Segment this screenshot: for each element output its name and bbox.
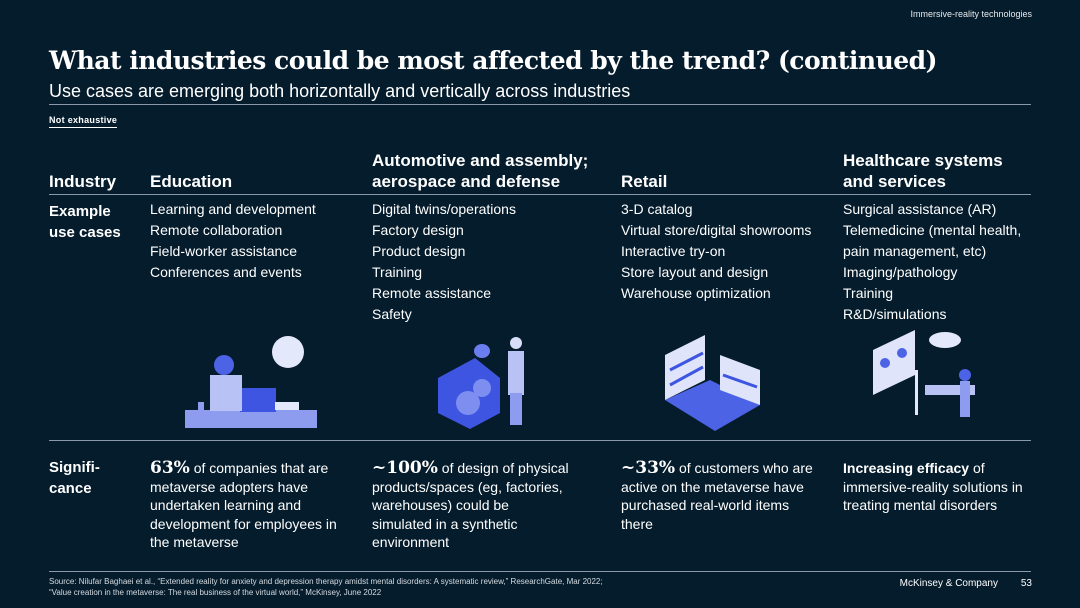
column-header: Healthcare systems and services xyxy=(843,150,1003,192)
list-item: Store layout and design xyxy=(621,264,769,280)
list-item: Learning and development xyxy=(150,201,316,217)
page-number: 53 xyxy=(1020,578,1032,589)
significance-highlight: ~100% xyxy=(372,458,438,478)
label-line: Example xyxy=(49,203,111,220)
page-subtitle: Use cases are emerging both horizontally… xyxy=(49,81,631,101)
significance-body: of design of physical products/spaces (e… xyxy=(372,460,569,550)
significance-highlight: Increasing efficacy xyxy=(843,460,970,476)
list-item: Remote assistance xyxy=(372,285,492,301)
significance-highlight: ~33% xyxy=(621,458,676,478)
use-case-list: Learning and development Remote collabora… xyxy=(150,199,316,283)
list-item: Imaging/pathology xyxy=(843,264,958,280)
column-header: Automotive and assembly; aerospace and de… xyxy=(372,150,588,192)
label-line: cance xyxy=(49,480,92,497)
list-item: Digital twins/operations xyxy=(372,201,516,217)
section-label: Immersive-reality technologies xyxy=(910,9,1032,19)
list-item: Warehouse optimization xyxy=(621,285,771,301)
header-line xyxy=(621,150,667,171)
header-line: Retail xyxy=(621,172,668,191)
divider xyxy=(49,571,1031,572)
list-item: R&D/simulations xyxy=(843,306,947,322)
header-line: and services xyxy=(843,172,947,191)
label-line: use cases xyxy=(49,224,121,241)
significance-label: Signifi-cance xyxy=(49,457,100,499)
use-case-list: Digital twins/operations Factory design Pr… xyxy=(372,199,516,325)
significance-body: of companies that are metaverse adopters… xyxy=(150,460,337,550)
list-item: Conferences and events xyxy=(150,264,302,280)
source-footnote: Source: Nilufar Baghaei et al., “Extende… xyxy=(49,576,603,598)
significance-body: of immersive-reality solutions in treati… xyxy=(843,460,1023,513)
header-line: Healthcare systems xyxy=(843,151,1003,170)
significance-text: Increasing efficacy of immersive-reality… xyxy=(843,459,1023,515)
list-item: pain management, etc) xyxy=(843,243,987,259)
source-line: “Value creation in the metaverse: The re… xyxy=(49,588,382,597)
label-line: Signifi- xyxy=(49,459,100,476)
surgery-room-icon xyxy=(873,330,975,417)
list-item: Safety xyxy=(372,306,412,322)
list-item: Telemedicine (mental health, xyxy=(843,222,1022,238)
divider xyxy=(49,440,1031,441)
header-line xyxy=(150,150,232,171)
store-shelves-icon xyxy=(665,335,760,431)
not-exhaustive-tag: Not exhaustive xyxy=(49,115,118,128)
list-item: Factory design xyxy=(372,222,464,238)
significance-highlight: 63% xyxy=(150,458,190,478)
engineer-gears-icon xyxy=(438,337,524,429)
use-case-list: 3-D catalog Virtual store/digital showroo… xyxy=(621,199,811,304)
list-item: 3-D catalog xyxy=(621,201,693,217)
use-case-list: Surgical assistance (AR) Telemedicine (me… xyxy=(843,199,1021,325)
column-header: Retail xyxy=(621,150,667,192)
list-item: Virtual store/digital showrooms xyxy=(621,222,812,238)
significance-body: of customers who are active on the metav… xyxy=(621,460,813,532)
list-item: Interactive try-on xyxy=(621,243,726,259)
significance-text: ~33% of customers who are active on the … xyxy=(621,459,821,533)
source-line: Source: Nilufar Baghaei et al., “Extende… xyxy=(49,577,603,586)
list-item: Training xyxy=(372,264,423,280)
teacher-vr-icon xyxy=(185,336,317,428)
use-cases-label: Example use cases xyxy=(49,201,121,243)
company-name: McKinsey & Company xyxy=(899,578,998,589)
list-item: Remote collaboration xyxy=(150,222,283,238)
industry-label: Industry xyxy=(49,172,117,191)
list-item: Product design xyxy=(372,243,466,259)
significance-text: 63% of companies that are metaverse adop… xyxy=(150,459,350,552)
list-item: Training xyxy=(843,285,894,301)
divider xyxy=(49,104,1031,105)
list-item: Surgical assistance (AR) xyxy=(843,201,997,217)
column-header: Education xyxy=(150,150,232,192)
header-line: aerospace and defense xyxy=(372,172,561,191)
divider xyxy=(49,194,1031,195)
header-line: Education xyxy=(150,172,233,191)
header-line: Automotive and assembly; xyxy=(372,151,589,170)
significance-text: ~100% of design of physical products/spa… xyxy=(372,459,572,552)
list-item: Field-worker assistance xyxy=(150,243,298,259)
page-title: What industries could be most affected b… xyxy=(49,46,937,75)
